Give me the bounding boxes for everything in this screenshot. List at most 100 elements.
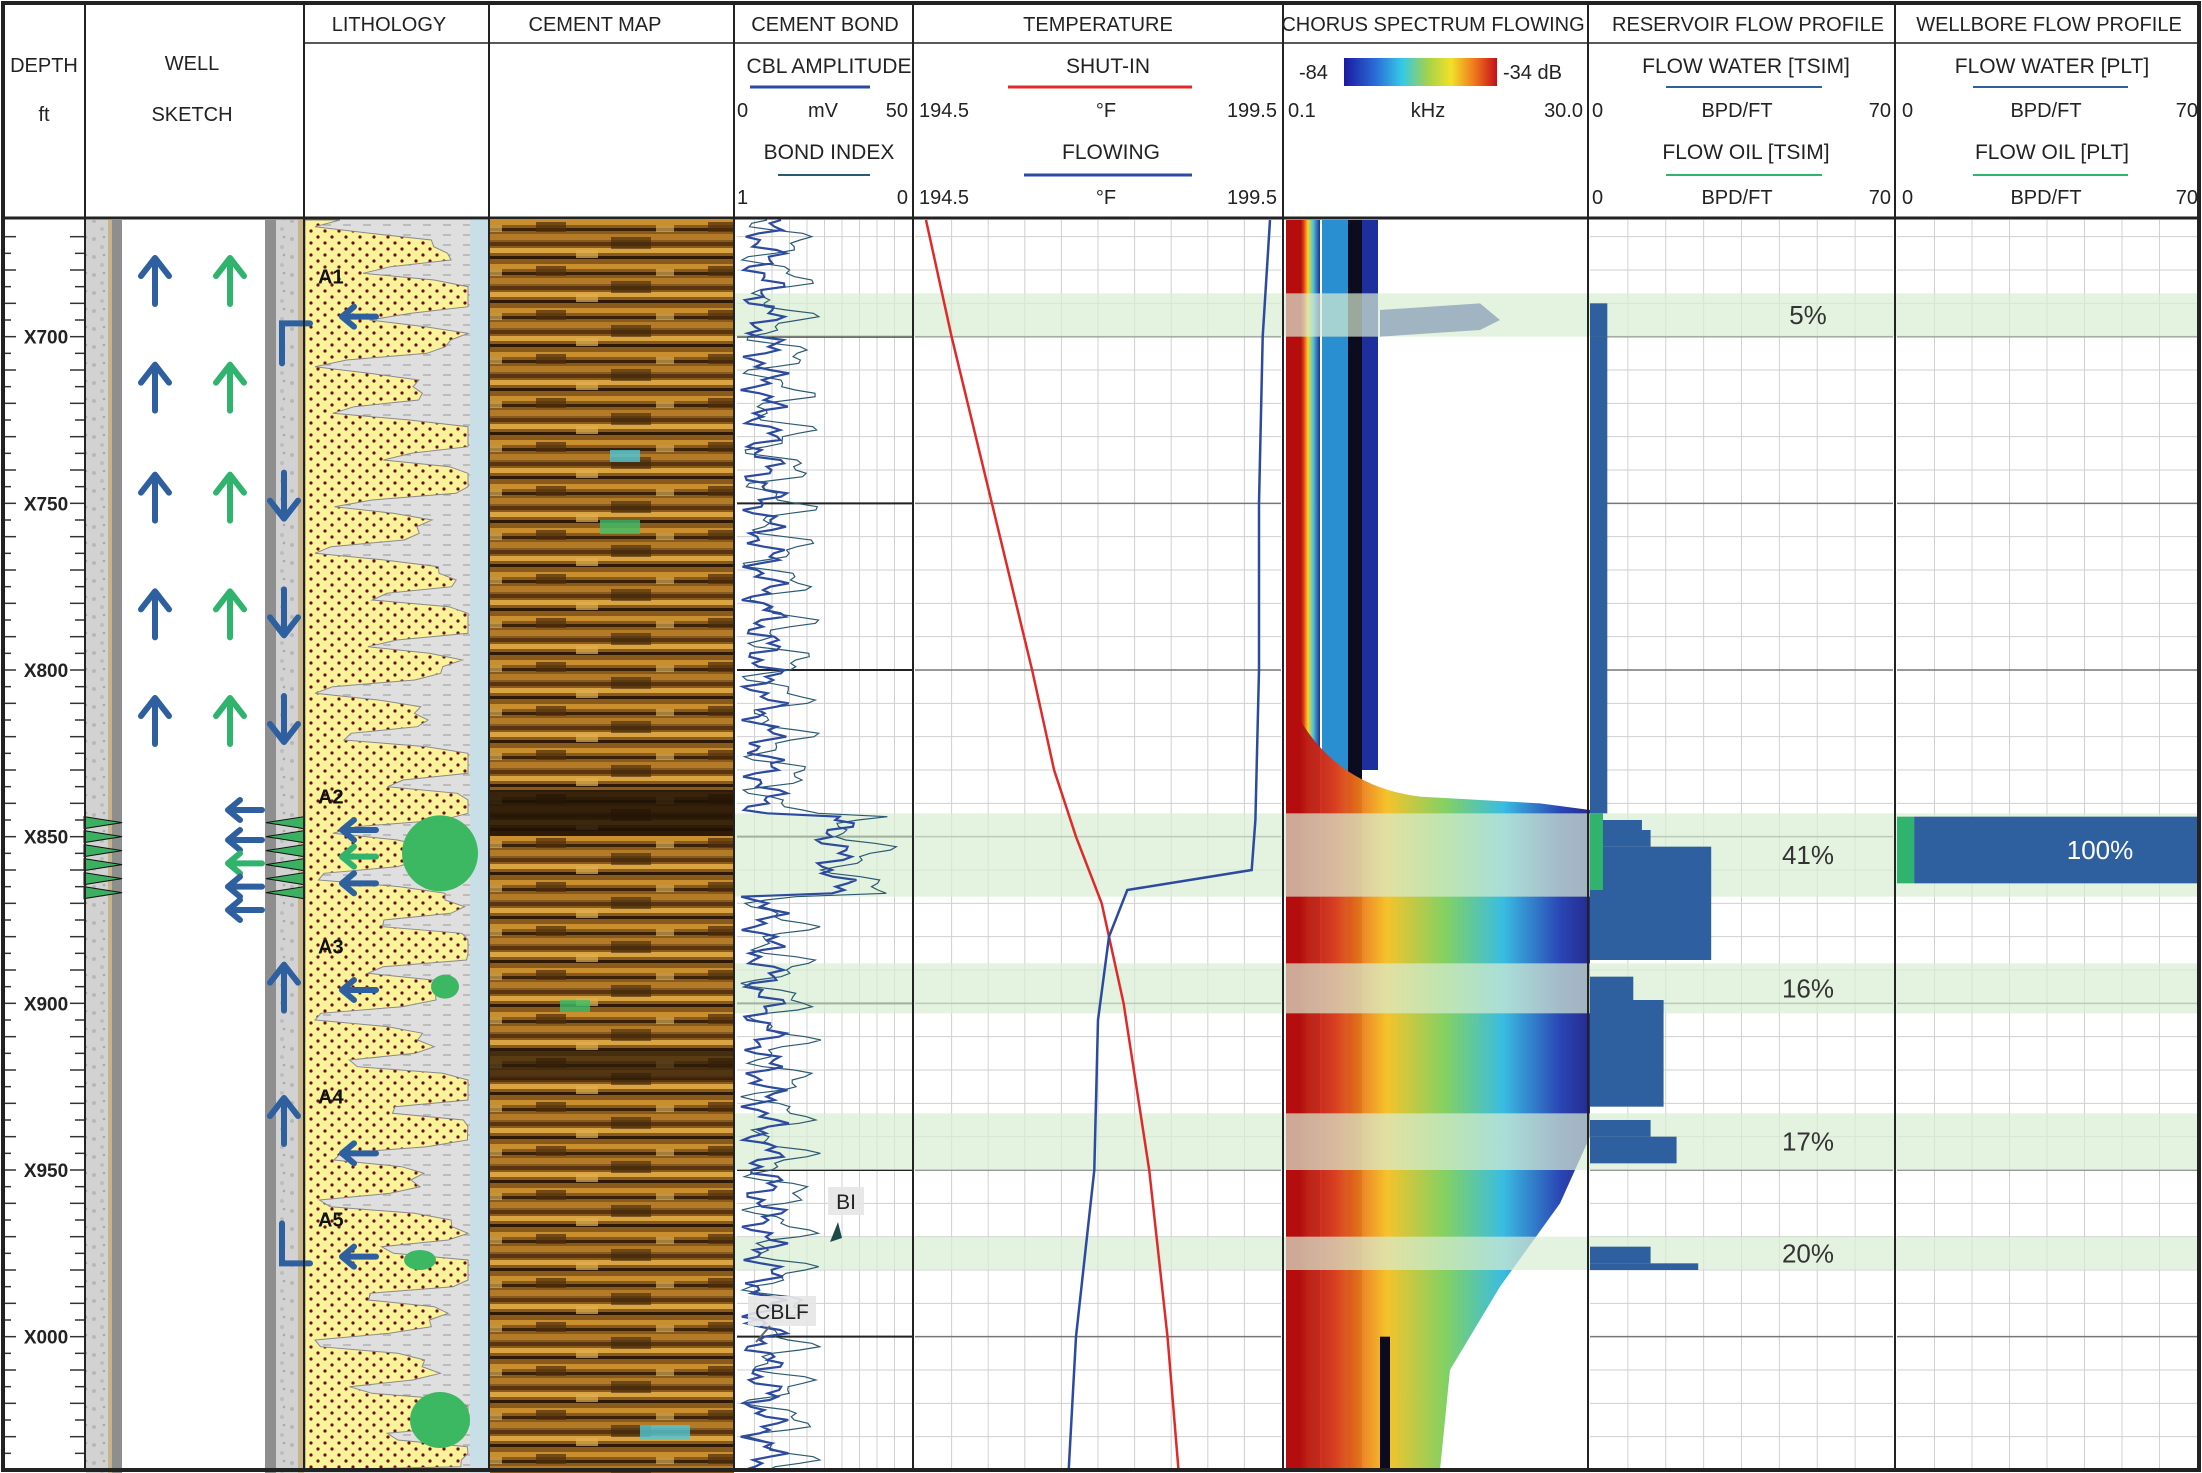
flowing-max: 199.5 [1227,187,1277,209]
arrow-up-icon [213,695,247,747]
well-sketch-layer: A1 A2 A3 A4 A5 [83,255,379,1270]
zone-label-a3: A3 [318,936,344,958]
bi-min: 1 [737,187,748,209]
shutin-temperature-curve [924,219,1180,1471]
flowing-unit: °F [1096,187,1116,209]
spectrum-f-unit: kHz [1411,100,1445,122]
wellbore-water-bar [1914,816,2197,884]
temperature-header: TEMPERATURE [1023,14,1173,36]
flowing-min: 194.5 [919,187,969,209]
reservoir-oil-bar [1590,813,1603,890]
reservoir-oil-max: 70 [1869,187,1891,209]
arrow-left-icon [339,843,379,870]
depth-label: X700 [24,328,68,349]
arrow-left-icon [339,977,379,1003]
reservoir-share-label: 41% [1782,840,1834,870]
shutin-unit: °F [1096,100,1116,122]
arrow-left-icon [225,897,265,923]
reservoir-water-bar [1590,1000,1664,1010]
wellbore-water-label: FLOW WATER [PLT] [1955,55,2149,78]
reservoir-water-bar [1590,976,1634,990]
shutin-label: SHUT-IN [1066,55,1150,78]
wellbore-oil-max: 70 [2176,187,2198,209]
reservoir-water-bar [1590,1010,1664,1107]
arrow-down-icon [267,469,301,522]
arrow-up-icon [138,255,172,307]
reservoir-water-bar [1590,1136,1677,1150]
cement-map-header: CEMENT MAP [529,14,662,36]
cblf-pointer [755,1325,771,1343]
flowing-label: FLOWING [1062,141,1160,164]
well-sketch-header-line1: WELL [165,53,219,75]
depth-label: X900 [24,994,68,1015]
arrow-up-icon [213,255,247,307]
arrow-up-icon [138,588,172,641]
flowing-temperature-curve [1067,219,1272,1471]
cbl-amplitude-curve [738,218,857,1472]
reservoir-water-bar [1590,303,1608,337]
depth-label: X750 [24,494,68,515]
zone-band-a4 [734,1113,2198,1170]
arrow-left-icon [225,827,265,853]
reservoir-share-label: 17% [1782,1127,1834,1157]
cement-map-green-patch [600,520,640,534]
spectrum-colorbar [1344,58,1497,86]
formation-edge [108,220,112,1473]
reservoir-share-label: 20% [1782,1238,1834,1268]
cblf-label-bg [748,1296,816,1326]
cbl-amplitude-label: CBL AMPLITUDE [747,55,912,78]
well-sketch-header-line2: SKETCH [151,104,232,126]
reservoir-share-label: 5% [1789,300,1827,330]
spectrum-dark-streak [1380,1336,1390,1470]
curves-layer [738,218,1272,1472]
bi-label: BI [836,1191,856,1214]
bond-index-curve [739,219,899,1471]
arrow-down-icon [267,693,301,745]
annotation-cblf: CBLF [748,1296,816,1343]
arrow-left-icon [225,797,265,823]
arrow-up-icon [213,471,247,524]
depth-label: X950 [24,1161,68,1182]
zone-label-a4: A4 [318,1086,344,1108]
arrow-up-icon [267,1095,301,1147]
reservoir-header: RESERVOIR FLOW PROFILE [1612,14,1884,36]
arrow-down-icon [267,586,301,639]
reservoir-water-bar [1590,1263,1699,1270]
wellbore-oil-label: FLOW OIL [PLT] [1975,141,2129,164]
arrow-left-icon [339,303,379,330]
bond-index-label: BOND INDEX [764,141,895,164]
depth-header-line2: ft [38,104,50,126]
reservoir-water-bar [1590,1246,1651,1264]
spectrum-flow-noise [1300,720,1590,1470]
shutin-min: 194.5 [919,100,969,122]
bi-pointer-icon [830,1222,842,1242]
casing-left [112,220,122,1473]
spectrum-band-blue [1362,220,1378,770]
spectrum-db-max: -34 dB [1503,62,1562,84]
lithology-header: LITHOLOGY [332,14,446,36]
reservoir-water-bar [1590,820,1642,830]
arrow-up-icon [213,588,247,641]
reservoir-oil-label: FLOW OIL [TSIM] [1662,141,1829,164]
depth-header-line1: DEPTH [10,55,78,77]
zone-band-a1 [734,293,2198,337]
cement-map-green-patch-2 [560,1000,590,1012]
spectrum-db-min: -84 [1299,62,1328,84]
cement-map-dark-band-2 [490,1050,734,1080]
zone-band-a5 [734,1236,2198,1270]
arrow-up-icon [138,471,172,524]
reservoir-water-bar [1590,1120,1651,1137]
reservoir-water-max: 70 [1869,100,1891,122]
arrow-left-icon [339,1243,379,1270]
zone-label-a5: A5 [318,1210,344,1232]
reservoir-water-bar [1590,990,1634,1000]
arrow-up-icon [138,695,172,747]
header: DEPTH ft WELL SKETCH LITHOLOGY CEMENT MA… [10,14,2198,209]
reservoir-water-bar [1590,336,1608,814]
spectrum-f-max: 30.0 [1544,100,1583,122]
lithology-oil-stain-a3 [431,974,459,999]
arrow-left-icon [339,1140,379,1167]
zone-label-a2: A2 [318,786,344,808]
reservoir-water-label: FLOW WATER [TSIM] [1642,55,1850,78]
reservoir-water-unit: BPD/FT [1701,100,1772,122]
